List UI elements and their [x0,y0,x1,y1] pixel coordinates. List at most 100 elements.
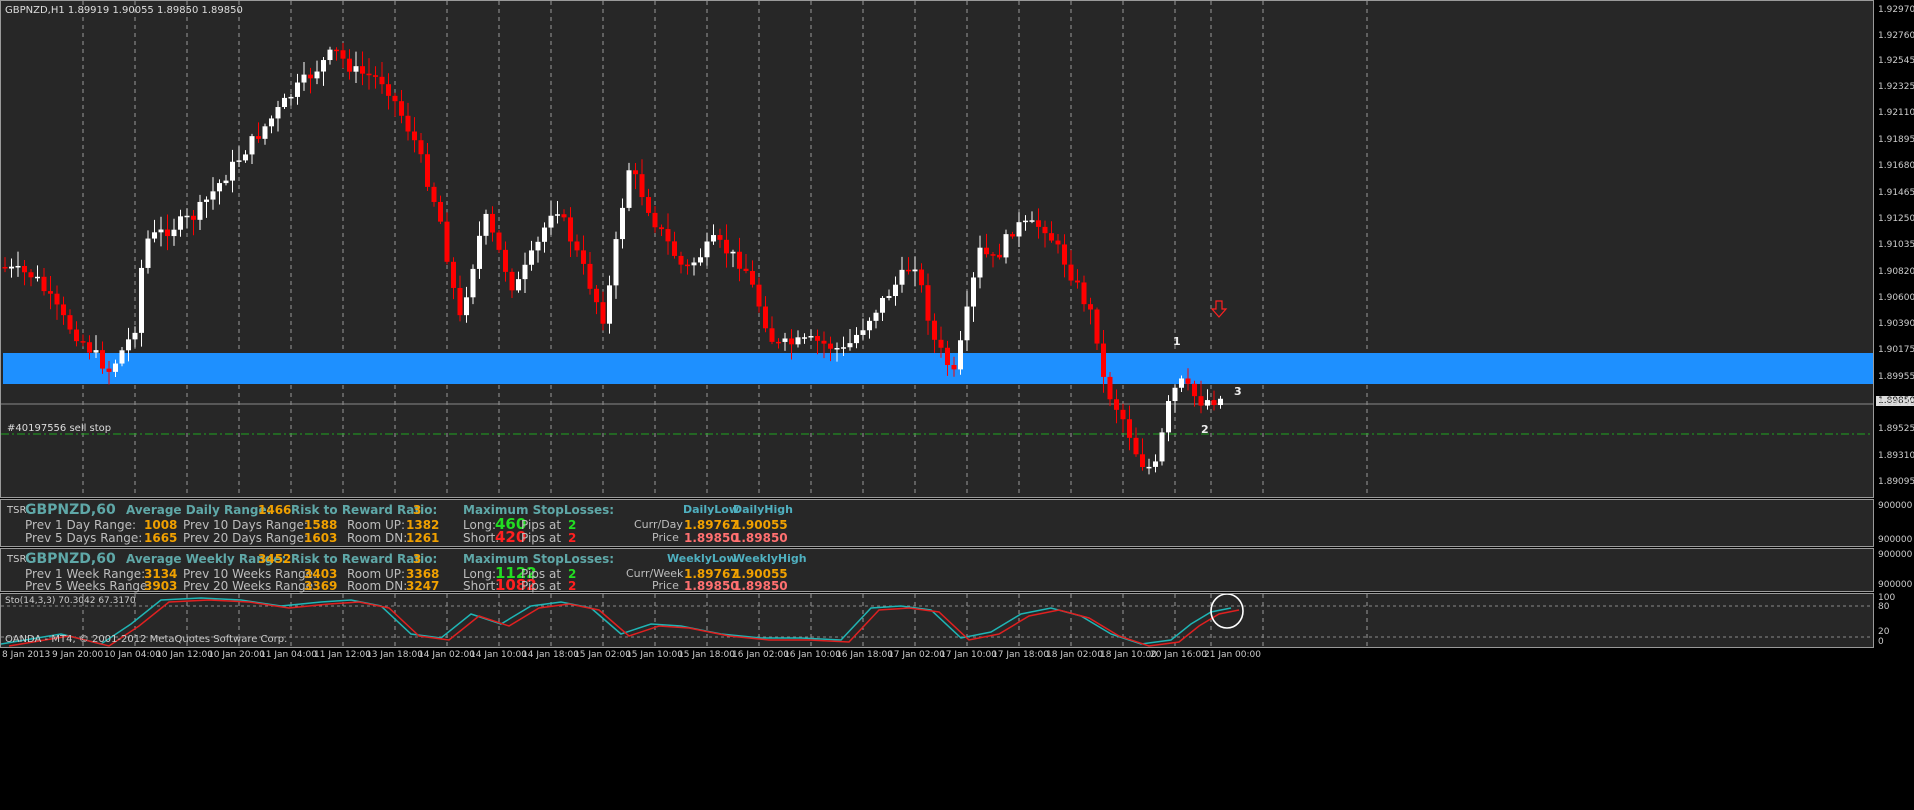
long-at-value: 2 [568,518,577,532]
candle-body [496,232,502,250]
candle-body [477,235,482,269]
candle-body [1172,387,1178,402]
candle-body [100,350,105,369]
candle-body [152,232,157,239]
short-value: 420 [495,528,527,546]
candle-body [67,315,73,330]
support-zone [3,353,1873,384]
wave-label-3: 3 [1234,385,1242,398]
tsr-daily-tick: 900000 [1878,501,1913,511]
price-chart-pane[interactable]: GBPNZD,H1 1.89919 1.90055 1.89850 1.8985… [0,0,1874,498]
candle-body [815,336,820,341]
prev20-label: Prev 20 Weeks Range: [183,579,318,593]
tsr-daily-symbol: GBPNZD,60 [25,502,116,518]
candle-body [704,241,710,258]
price-tick: 1.89740 [1878,398,1914,408]
candle-body [899,269,905,285]
price-tick: 1.91895 [1878,135,1914,145]
prev5-label: Prev 5 Weeks Range: [25,579,152,593]
candle-body [880,297,885,313]
candle-body [28,272,34,278]
time-tick: 10 Jan 20:00 [208,650,265,660]
candle-body [1159,432,1165,462]
candle-body [919,269,924,286]
stochastic-signal-line [8,599,1240,647]
stochastic-pane[interactable]: Sto(14,3,3) 70.3042 67.3170 OANDA - MT4,… [0,593,1874,648]
candlestick-chart[interactable] [1,1,1873,497]
candle-body [392,95,398,102]
candle-body [834,348,840,350]
candle-body [795,337,801,345]
candle-body [80,341,86,343]
candle-body [1218,398,1223,406]
candle-body [750,270,755,285]
candle-body [821,340,827,344]
time-tick: 15 Jan 10:00 [626,650,683,660]
candle-body [236,160,242,162]
tsr-daily-tick: 900000 [1878,535,1913,545]
candle-body [399,101,404,116]
time-tick: 11 Jan 12:00 [314,650,371,660]
candle-body [964,306,970,341]
candle-body [197,201,203,220]
candle-body [1075,280,1080,283]
short-pips-label: Pips at [521,579,562,593]
candle-body [2,267,8,269]
candle-body [35,276,40,279]
candle-body [574,241,580,251]
prev1-label: Prev 1 Day Range: [25,518,137,532]
candle-body [1198,396,1204,406]
candle-body [451,261,456,288]
candle-body [782,338,788,342]
long-label: Long: [463,518,497,532]
candle-body [308,74,313,79]
candle-body [470,268,476,298]
candle-body [672,241,677,256]
tsr-daily-axis: 900000 900000 [1874,499,1914,547]
tsr-weekly-tick: 900000 [1878,550,1913,560]
room-up-value: 3368 [406,567,440,581]
rr-label: Risk to Reward Ratio: [291,503,438,517]
long-pips-label: Pips at [521,518,562,532]
time-tick: 18 Jan 02:00 [1046,650,1103,660]
price-tick: 1.90390 [1878,319,1914,329]
candle-body [548,215,554,228]
candle-body [945,347,950,366]
candle-body [685,264,690,267]
candle-body [1003,234,1009,258]
candle-body [769,328,775,342]
time-tick: 10 Jan 12:00 [156,650,213,660]
candle-body [405,115,411,132]
price-low: 1.89850 [684,579,739,593]
short-label: Short: [463,531,500,545]
price-high: 1.89850 [733,579,788,593]
candle-body [431,186,437,202]
candle-body [789,338,794,345]
candle-body [984,247,989,255]
candle-body [373,75,378,77]
candle-body [873,312,879,321]
candle-body [737,251,742,269]
candle-body [139,267,144,333]
candle-body [958,340,963,370]
candle-body [1153,461,1158,467]
time-tick: 13 Jan 18:00 [366,650,423,660]
candle-body [828,343,833,349]
candle-body [9,266,14,269]
stoch-tick: 80 [1878,602,1890,612]
candle-body [314,71,320,79]
order-label: #40197556 sell stop [7,423,112,434]
candle-body [678,255,684,265]
time-tick: 14 Jan 18:00 [522,650,579,660]
candle-body [860,330,866,335]
price-axis: 1.89850 1.92970 1.92760 1.92545 1.92325 1.92… [1874,0,1914,498]
time-tick: 10 Jan 04:00 [104,650,161,660]
price-tick: 1.90820 [1878,267,1914,277]
weekly-low-header: WeeklyLow [667,552,737,565]
candle-body [464,297,469,316]
candle-body [132,332,138,340]
time-tick: 14 Jan 10:00 [470,650,527,660]
candle-body [646,197,651,213]
candle-body [971,277,976,307]
annotation-circle [1210,594,1244,629]
